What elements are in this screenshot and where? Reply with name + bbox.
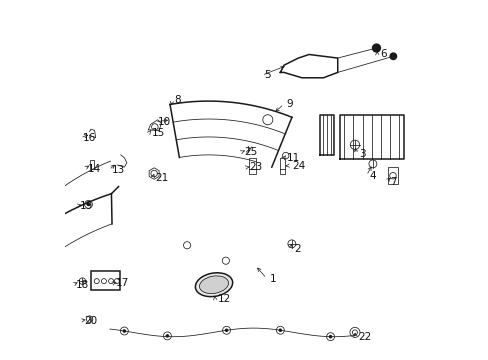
Bar [89, 160, 94, 168]
Circle shape [224, 328, 228, 332]
Text: 3: 3 [359, 149, 365, 159]
Text: 17: 17 [116, 278, 129, 288]
Text: 12: 12 [217, 294, 230, 304]
Text: 4: 4 [368, 171, 375, 181]
Text: 2: 2 [293, 244, 300, 254]
Text: 21: 21 [155, 173, 168, 183]
Bar [387, 167, 397, 184]
Text: 5: 5 [264, 70, 270, 80]
Text: 7: 7 [389, 177, 396, 187]
Text: 6: 6 [379, 49, 386, 59]
Bar [279, 158, 285, 174]
Circle shape [165, 334, 169, 338]
Circle shape [86, 203, 90, 206]
Text: 19: 19 [80, 201, 93, 211]
Text: 1: 1 [269, 274, 276, 284]
Circle shape [328, 335, 332, 338]
Ellipse shape [199, 276, 228, 293]
Text: 25: 25 [244, 147, 257, 157]
Text: 14: 14 [87, 163, 101, 174]
Text: 23: 23 [248, 162, 262, 172]
Polygon shape [149, 168, 159, 179]
Text: 9: 9 [286, 99, 293, 109]
Text: 22: 22 [358, 332, 371, 342]
Text: 13: 13 [112, 165, 125, 175]
Bar [248, 158, 255, 174]
Circle shape [388, 52, 396, 60]
Text: 10: 10 [158, 117, 170, 127]
Text: 20: 20 [83, 316, 97, 325]
Text: 24: 24 [291, 161, 305, 171]
Circle shape [371, 43, 380, 53]
Text: 11: 11 [286, 153, 300, 163]
Text: 15: 15 [152, 128, 165, 138]
Bar [91, 271, 120, 291]
Circle shape [122, 329, 126, 333]
Text: 18: 18 [76, 280, 89, 290]
Ellipse shape [195, 273, 232, 297]
Text: 16: 16 [83, 133, 96, 143]
Text: 8: 8 [174, 95, 181, 105]
Circle shape [278, 328, 282, 332]
